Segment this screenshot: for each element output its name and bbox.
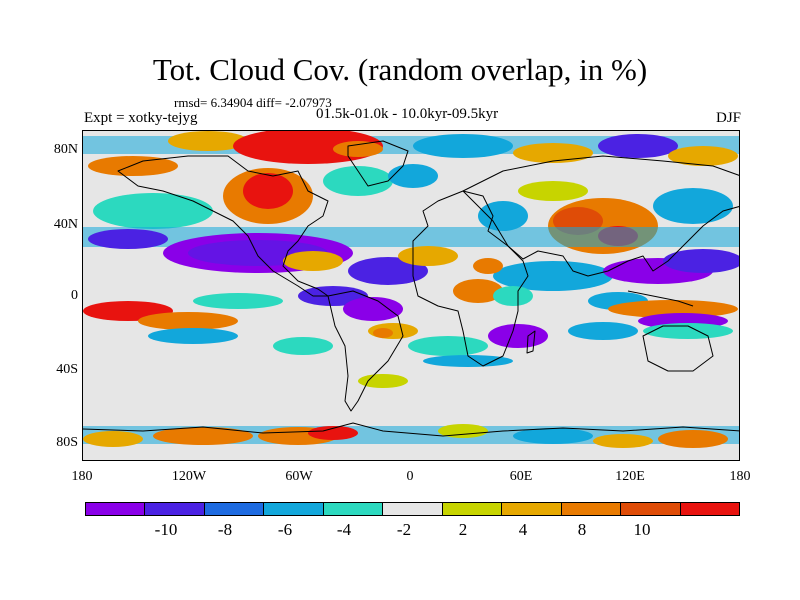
y-tick-80n: 80N <box>53 142 78 157</box>
colorbar-swatch <box>322 502 384 516</box>
colorbar-swatch <box>85 502 146 516</box>
colorbar-swatch <box>203 502 265 516</box>
y-tick-40n: 40N <box>53 217 78 232</box>
colorbar-label: -10 <box>154 520 178 539</box>
coastlines <box>83 140 739 437</box>
season-label: DJF <box>715 110 741 126</box>
arctic-band <box>83 131 739 176</box>
equatorial-band <box>83 279 738 330</box>
experiment-label: Expt = xotky-tejyg <box>84 110 198 126</box>
stats-line: rmsd= 6.34904 diff= -2.07973 <box>174 95 332 110</box>
x-tick-60e: 60E <box>509 469 533 484</box>
colorbar-swatch <box>144 502 205 516</box>
antarctic-band <box>83 424 739 460</box>
colorbar-label: 2 <box>458 520 468 539</box>
period-label: 01.5k-01.0k - 10.0kyr-09.5kyr <box>316 106 499 122</box>
y-tick-80s: 80S <box>56 435 78 450</box>
x-tick-60w: 60W <box>285 469 313 484</box>
colorbar-swatch <box>263 502 324 516</box>
x-tick-120w: 120W <box>171 469 207 484</box>
x-tick-120e: 120E <box>615 469 645 484</box>
y-tick-40s: 40S <box>56 362 78 377</box>
nh-subtropics <box>83 227 739 291</box>
colorbar-swatch <box>620 502 681 516</box>
colorbar-label: -8 <box>217 520 233 539</box>
colorbar-label: 8 <box>577 520 587 539</box>
colorbar-label: -6 <box>277 520 293 539</box>
x-tick-0: 0 <box>406 469 414 484</box>
colorbar-label: 4 <box>518 520 528 539</box>
colorbar-swatch <box>679 502 740 516</box>
colorbar-swatch <box>441 502 503 516</box>
colorbar <box>85 502 740 516</box>
map-panel <box>82 130 740 461</box>
colorbar-swatch <box>560 502 622 516</box>
plot-title: Tot. Cloud Cov. (random overlap, in %) <box>152 52 648 87</box>
colorbar-label: 10 <box>633 520 651 539</box>
cloud-anomaly-field <box>83 131 739 460</box>
y-tick-0: 0 <box>71 288 78 303</box>
sh-subtropics <box>148 322 733 388</box>
x-tick-180w: 180 <box>71 469 93 484</box>
colorbar-swatch <box>382 502 443 516</box>
colorbar-label: -4 <box>336 520 352 539</box>
colorbar-swatch <box>501 502 562 516</box>
x-tick-180e: 180 <box>729 469 751 484</box>
colorbar-label: -2 <box>396 520 412 539</box>
